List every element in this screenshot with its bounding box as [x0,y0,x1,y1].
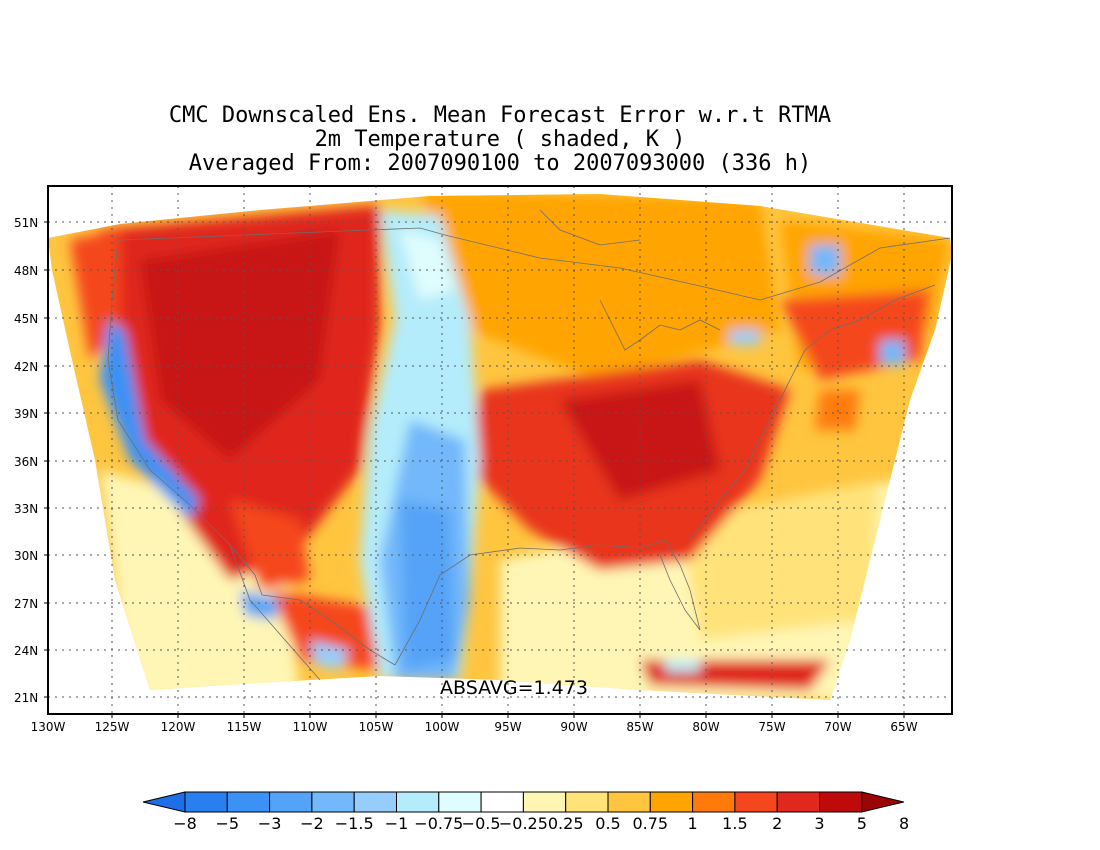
latitude-labels: 51N 48N 45N 42N 39N 36N 33N 30N 27N 24N … [14,216,38,705]
colorbar-swatch [734,791,778,813]
temperature-error-field: ABSAVG=1.473 [48,186,952,714]
colorbar-label: −3 [258,814,282,833]
colorbar-label: 1.5 [722,814,747,833]
lat-label: 39N [14,407,38,421]
colorbar-label: −2 [300,814,324,833]
title-line-3: Averaged From: 2007090100 to 2007093000 … [188,151,812,176]
lon-label: 115W [227,720,262,734]
lat-label: 48N [14,264,38,278]
colorbar-swatch [565,791,609,813]
lon-label: 85W [626,720,653,734]
colorbar-label: 0.5 [595,814,620,833]
colorbar-swatch [607,791,651,813]
lon-label: 125W [95,720,130,734]
colorbar-label: 0.25 [548,814,584,833]
longitude-labels: 130W 125W 120W 115W 110W 105W 100W 95W 9… [31,720,918,734]
colorbar-swatch [311,791,355,813]
lon-label: 95W [494,720,521,734]
lon-label: 80W [692,720,719,734]
colorbar-label: 0.75 [632,814,668,833]
colorbar-label: −1 [385,814,409,833]
colorbar-left-arrow [142,791,186,813]
pacific-cool-region [100,320,200,520]
title-line-1: CMC Downscaled Ens. Mean Forecast Error … [168,103,832,128]
colorbar-swatch [776,791,821,813]
colorbar-swatch [649,791,694,813]
colorbar-label: −5 [216,814,240,833]
lat-label: 21N [14,691,38,705]
colorbar-swatch [819,791,863,813]
lat-label: 45N [14,312,38,326]
colorbar-label: −1.5 [335,814,374,833]
colorbar-label: 8 [899,814,909,833]
colorbar-right-arrow [861,791,904,813]
colorbar-swatch [438,791,482,813]
lon-label: 105W [359,720,394,734]
colorbar-swatch [226,791,271,813]
colorbar-label: 5 [857,814,867,833]
lat-label: 27N [14,597,38,611]
colorbar-swatch [353,791,398,813]
colorbar-swatch [269,791,313,813]
longitude-ticks [111,714,905,718]
colorbar-swatch [480,791,524,813]
lat-label: 42N [14,360,38,374]
lon-label: 130W [31,720,66,734]
colorbar-label: 2 [772,814,782,833]
colorbar-label: −0.5 [462,814,501,833]
colorbar-label: 3 [814,814,824,833]
lon-label: 100W [425,720,460,734]
lat-label: 30N [14,549,38,563]
absavg-annotation: ABSAVG=1.473 [440,677,588,699]
lon-label: 65W [890,720,917,734]
colorbar-swatch [522,791,567,813]
map-frame [47,185,953,715]
colorbar: −8 −5 −3 −2 −1.5 −1 −0.75−0.5−0.25 0.25 0.5 0.75 1… [142,791,909,833]
colorbar-swatch [184,791,228,813]
colorbar-swatch [692,791,736,813]
lat-label: 36N [14,455,38,469]
coastlines [107,209,951,681]
lon-label: 70W [824,720,851,734]
lon-label: 90W [560,720,587,734]
colorbar-label: −0.75 [414,814,463,833]
colorbar-label: −0.25 [499,814,548,833]
lon-label: 120W [161,720,196,734]
latitude-ticks [44,221,48,698]
colorbar-label: −8 [173,814,197,833]
lat-label: 33N [14,502,38,516]
title-line-2: 2m Temperature ( shaded, K ) [314,127,686,152]
colorbar-swatch [396,791,440,813]
colorbar-label: 1 [688,814,698,833]
lon-label: 75W [758,720,785,734]
lat-label: 51N [14,216,38,230]
lon-label: 110W [293,720,328,734]
lat-label: 24N [14,644,38,658]
